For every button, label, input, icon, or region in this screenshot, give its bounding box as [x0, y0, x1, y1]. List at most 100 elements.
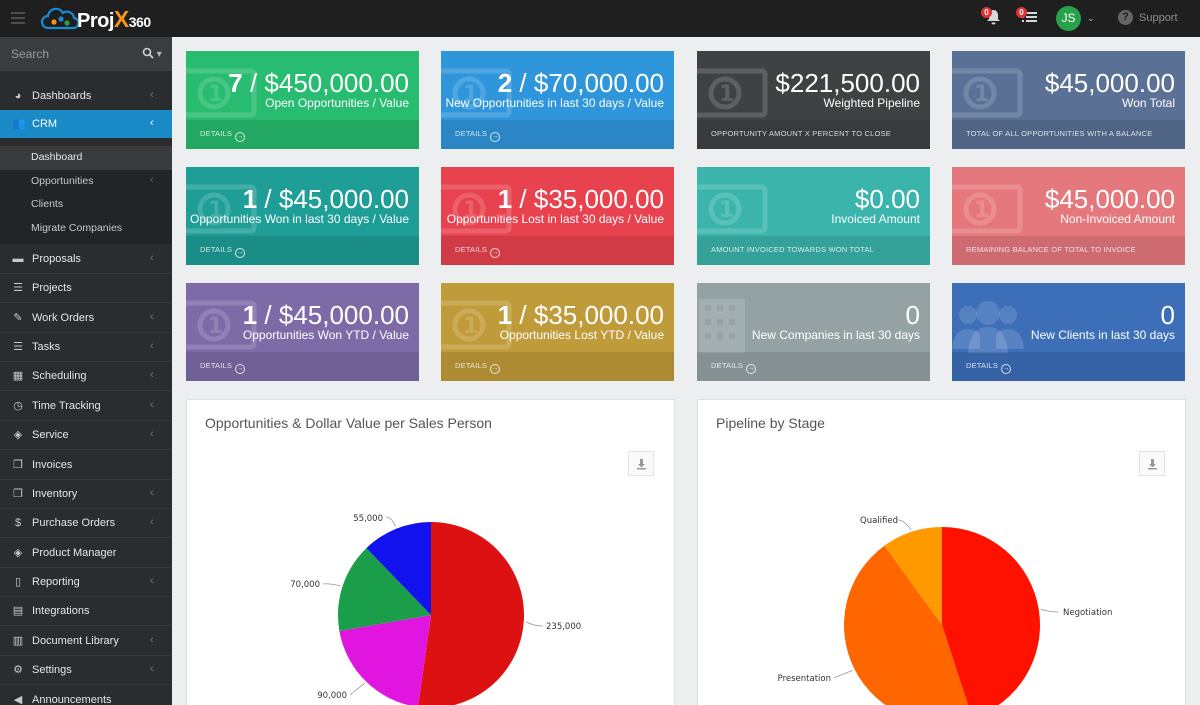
details-link[interactable]: DETAILS [455, 129, 488, 138]
sidebar-item-label: Announcements [32, 694, 112, 705]
tile-value: $45,000.00 [1045, 68, 1175, 99]
sidebar-item-scheduling[interactable]: ▦ Scheduling ‹ [0, 362, 172, 390]
tile-footer[interactable]: DETAILS → [186, 120, 419, 149]
sidebar-item-proposals[interactable]: ▬ Proposals ‹ [0, 245, 172, 273]
details-link[interactable]: DETAILS [200, 129, 233, 138]
stat-tile-won-total[interactable]: 1 $45,000.00 Won Total TOTAL OF ALL OPPORTU… [952, 51, 1185, 149]
stat-tile-non-invoiced-amount[interactable]: 1 $45,000.00 Non-Invoiced Amount REMAINING … [952, 167, 1185, 265]
pie-slice[interactable] [884, 527, 942, 625]
tile-footer[interactable]: DETAILS → [441, 352, 674, 381]
support-link[interactable]: ? Support [1118, 10, 1178, 25]
sidebar-item-service[interactable]: ◈ Service ‹ [0, 421, 172, 449]
details-link[interactable]: DETAILS [455, 361, 488, 370]
chevron-left-icon: ‹ [150, 516, 154, 528]
sidebar-item-label: Purchase Orders [32, 517, 116, 529]
sidebar-item-time-tracking[interactable]: ◷ Time Tracking ‹ [0, 392, 172, 420]
sidebar-item-invoices[interactable]: ❐ Invoices [0, 451, 172, 479]
sidebar-item-announcements[interactable]: ◀ Announcements [0, 686, 172, 705]
sidebar-item-purchase-orders[interactable]: $ Purchase Orders ‹ [0, 509, 172, 537]
tile-footer[interactable]: DETAILS → [186, 236, 419, 265]
pie-leader-line [385, 516, 396, 528]
stat-tile-new-companies-in-last-30-days[interactable]: 0 New Companies in last 30 days DETAILS → [697, 283, 930, 381]
tags-icon: ◈ [13, 547, 23, 559]
tile-amount: 0 [905, 300, 920, 330]
pie-slice[interactable] [844, 545, 972, 705]
search-icon[interactable]: ▾ [142, 47, 162, 61]
sidebar-item-dashboards[interactable]: ◕ Dashboards ‹ [0, 82, 172, 110]
sidebar-divider [0, 390, 172, 391]
sidebar-item-label: Service [32, 429, 69, 441]
tile-footer[interactable]: DETAILS → [697, 352, 930, 381]
sidebar-item-tasks[interactable]: ☰ Tasks ‹ [0, 333, 172, 361]
sales-person-pie-chart: 235,000 90,000 70,000 55,000 [290, 514, 581, 705]
tile-footer: OPPORTUNITY AMOUNT X PERCENT TO CLOSE [697, 120, 930, 149]
tile-value: $221,500.00 [775, 68, 920, 99]
pie-slice[interactable] [339, 615, 431, 705]
sidebar-item-label: Scheduling [32, 370, 87, 382]
chevron-left-icon: ‹ [150, 399, 154, 411]
tile-label: Opportunities Lost YTD / Value [499, 328, 664, 342]
sidebar-item-label: Proposals [32, 253, 81, 265]
tile-footer[interactable]: DETAILS → [441, 236, 674, 265]
crm-sub-item-migrate-companies[interactable]: Migrate Companies [0, 217, 172, 241]
pie-slice[interactable] [338, 548, 431, 632]
download-button[interactable] [1139, 451, 1165, 476]
menu-toggle-icon[interactable] [11, 12, 25, 24]
arrow-circle-right-icon: → [490, 132, 501, 142]
tile-footer[interactable]: DETAILS → [186, 352, 419, 381]
stat-tile-new-clients-in-last-30-days[interactable]: 0 New Clients in last 30 days DETAILS → [952, 283, 1185, 381]
tile-footer: REMAINING BALANCE OF TOTAL TO INVOICE [952, 236, 1185, 265]
sidebar-item-integrations[interactable]: ▤ Integrations [0, 597, 172, 625]
sidebar-item-crm[interactable]: 👥 CRM ‹ [0, 110, 172, 138]
svg-text:1: 1 [719, 82, 734, 107]
tag-icon: ◈ [13, 429, 23, 441]
tile-footer[interactable]: DETAILS → [441, 120, 674, 149]
pie-slice[interactable] [418, 522, 524, 705]
chevron-down-icon[interactable]: ⌄ [1087, 13, 1095, 23]
sales-person-chart-panel: Opportunities & Dollar Value per Sales P… [186, 399, 675, 705]
pie-slice[interactable] [366, 522, 431, 615]
details-link[interactable]: DETAILS [200, 361, 233, 370]
sidebar-item-product-manager[interactable]: ◈ Product Manager [0, 539, 172, 567]
stat-tile-invoiced-amount[interactable]: 1 $0.00 Invoiced Amount AMOUNT INVOICED TOW… [697, 167, 930, 265]
details-link[interactable]: DETAILS [966, 361, 999, 370]
sidebar-item-projects[interactable]: ☰ Projects [0, 274, 172, 302]
search-input[interactable] [11, 46, 131, 62]
user-avatar[interactable]: JS [1056, 6, 1081, 31]
tile-footer[interactable]: DETAILS → [952, 352, 1185, 381]
notifications-button[interactable]: 0 [981, 7, 1001, 30]
sidebar-item-label: Time Tracking [32, 400, 101, 412]
svg-text:1: 1 [463, 82, 478, 107]
crm-sub-item-clients[interactable]: Clients [0, 193, 172, 217]
sidebar-item-document-library[interactable]: ▥ Document Library ‹ [0, 627, 172, 655]
pie-slice[interactable] [942, 527, 1040, 705]
sidebar-item-inventory[interactable]: ❐ Inventory ‹ [0, 480, 172, 508]
money-bill-icon: 1 [441, 184, 512, 234]
sidebar-item-settings[interactable]: ⚙ Settings ‹ [0, 656, 172, 684]
arrow-circle-right-icon: → [235, 364, 246, 374]
tasks-icon: ☰ [13, 341, 23, 353]
details-link[interactable]: DETAILS [455, 245, 488, 254]
app-logo[interactable]: ProjX360 [40, 6, 151, 32]
crm-sub-item-dashboard[interactable]: Dashboard [0, 146, 172, 170]
money-bill-icon: 1 [952, 184, 1023, 234]
sidebar-item-work-orders[interactable]: ✎ Work Orders ‹ [0, 304, 172, 332]
download-button[interactable] [628, 451, 654, 476]
details-link[interactable]: DETAILS [711, 361, 744, 370]
tasks-button[interactable]: 0 [1016, 7, 1037, 30]
chevron-left-icon: ‹ [150, 117, 154, 129]
stat-tile-weighted-pipeline[interactable]: 1 $221,500.00 Weighted Pipeline OPPORTUNITY… [697, 51, 930, 149]
sidebar-divider [0, 332, 172, 333]
details-link[interactable]: DETAILS [200, 245, 233, 254]
chevron-left-icon: ‹ [150, 340, 154, 352]
file-text-icon: ▤ [12, 605, 24, 617]
crm-sub-item-opportunities[interactable]: Opportunities ‹ [0, 170, 172, 194]
sidebar-item-reporting[interactable]: ▯ Reporting ‹ [0, 568, 172, 596]
tile-footer-text: TOTAL OF ALL OPPORTUNITIES WITH A BALANC… [966, 129, 1153, 138]
